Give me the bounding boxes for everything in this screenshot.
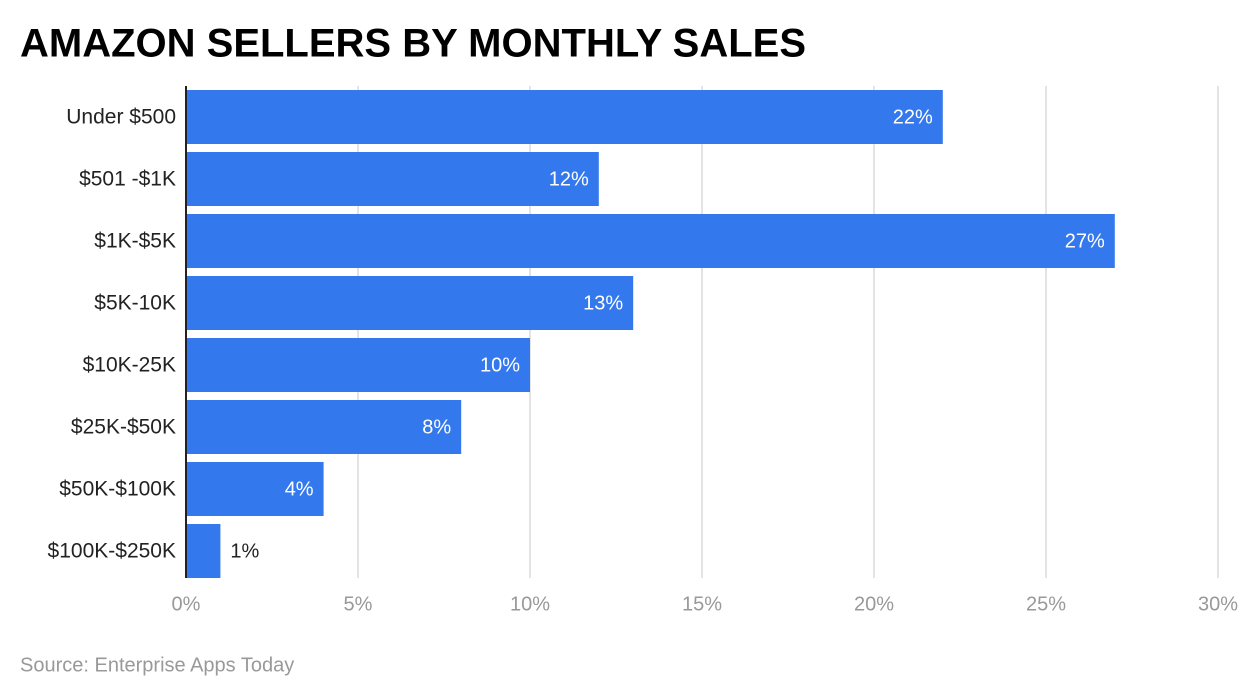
x-tick-label: 25% xyxy=(1026,593,1066,615)
x-tick-label: 15% xyxy=(682,593,722,615)
bar xyxy=(186,152,599,206)
chart-title: AMAZON SELLERS BY MONTHLY SALES xyxy=(20,22,806,66)
data-label: 27% xyxy=(1065,230,1105,252)
source: Source: Enterprise Apps Today xyxy=(20,654,294,676)
data-label: 10% xyxy=(480,354,520,376)
y-tick-label: $25K-$50K xyxy=(71,416,176,439)
y-tick-label: $1K-$5K xyxy=(94,230,176,253)
y-tick-label: $100K-$250K xyxy=(48,540,176,563)
y-tick-label: $501 -$1K xyxy=(79,168,176,191)
data-label: 1% xyxy=(230,540,259,562)
y-tick-label: Under $500 xyxy=(66,106,176,129)
data-label: 22% xyxy=(893,106,933,128)
x-tick-label: 0% xyxy=(172,593,201,615)
x-tick-label: 30% xyxy=(1198,593,1238,615)
y-tick-label: $50K-$100K xyxy=(59,478,176,501)
x-tick-label: 10% xyxy=(510,593,550,615)
y-tick-label: $10K-25K xyxy=(83,354,176,377)
bar xyxy=(186,524,221,578)
data-label: 13% xyxy=(583,292,623,314)
bar xyxy=(186,276,634,330)
data-label: 12% xyxy=(549,168,589,190)
data-label: 4% xyxy=(285,478,314,500)
bar xyxy=(186,400,462,454)
bar xyxy=(186,214,1115,268)
bar xyxy=(186,462,324,516)
data-label: 8% xyxy=(422,416,451,438)
bar xyxy=(186,338,530,392)
x-tick-label: 20% xyxy=(854,593,894,615)
y-tick-label: $5K-10K xyxy=(94,292,176,315)
bar xyxy=(186,90,943,144)
x-tick-label: 5% xyxy=(344,593,373,615)
